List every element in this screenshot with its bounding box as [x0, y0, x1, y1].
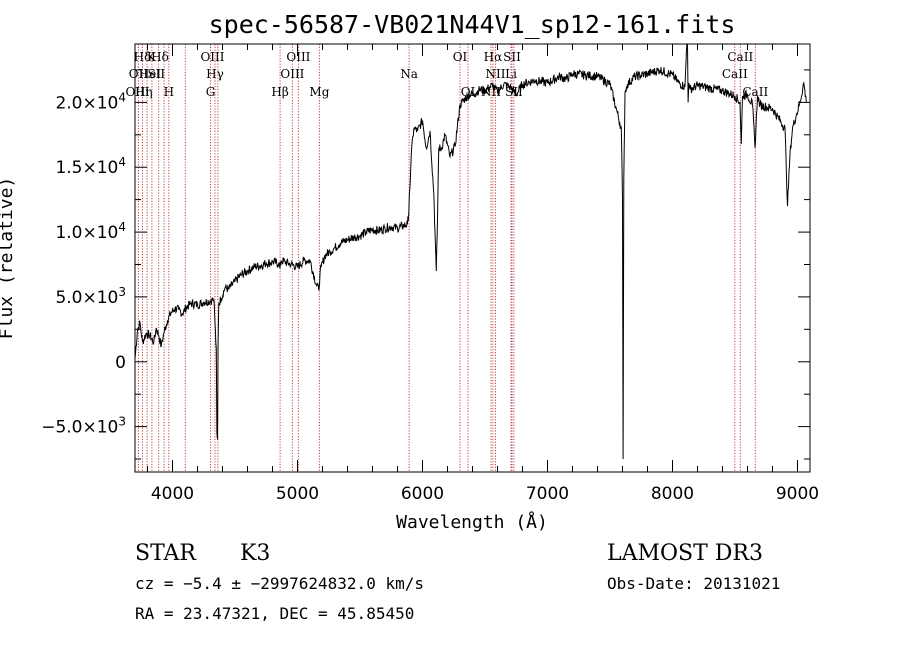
spectral-line-markers	[137, 44, 756, 472]
line-label: Na	[400, 67, 418, 81]
redshift-readout: cz = −5.4 ± −2997624832.0 km/s	[135, 574, 424, 593]
line-label: SII	[147, 67, 165, 81]
x-tick-label: 4000	[151, 484, 194, 504]
flux-trace	[134, 43, 807, 460]
x-tick-label: 5000	[276, 484, 319, 504]
x-tick-label: 6000	[401, 484, 444, 504]
line-label: OII	[129, 67, 149, 81]
x-axis-label: Wavelength (Å)	[396, 511, 548, 533]
plot-frame	[134, 43, 811, 473]
line-label: CaII	[727, 50, 753, 64]
line-label: Hη	[135, 85, 153, 99]
line-label: OI	[461, 85, 476, 99]
y-tick-label: 5.0×103	[55, 285, 126, 308]
line-label: H	[164, 85, 174, 99]
y-tick-label: −5.0×103	[41, 415, 126, 438]
line-label: Hδ	[151, 50, 169, 64]
line-label: CaII	[722, 67, 748, 81]
line-label: OIII	[286, 50, 310, 64]
line-label: Hα	[484, 50, 503, 64]
line-label: G	[206, 85, 216, 99]
survey-name: LAMOST DR3	[607, 541, 763, 566]
line-label: SII	[503, 50, 521, 64]
y-tick-label: 0	[115, 353, 126, 373]
line-label: Hβ	[271, 85, 288, 99]
line-label: OIII	[125, 85, 149, 99]
coordinates: RA = 23.47321, DEC = 45.85450	[135, 604, 414, 623]
y-tick-label: 1.5×104	[55, 155, 126, 178]
line-label: OIII	[200, 50, 224, 64]
y-tick-label: 2.0×104	[55, 90, 126, 113]
line-label: CaII	[742, 85, 768, 99]
chart-title: spec-56587-VB021N44V1_sp12-161.fits	[209, 10, 736, 39]
obs-date: Obs-Date: 20131021	[607, 574, 780, 593]
line-label: K	[147, 50, 157, 64]
y-tick-label: 1.0×104	[55, 220, 126, 243]
x-tick-label: 8000	[651, 484, 694, 504]
line-label: OIII	[280, 67, 304, 81]
line-label: Hγ	[206, 67, 224, 81]
line-label: NII	[486, 67, 506, 81]
line-label: OI	[453, 50, 468, 64]
y-axis-label: Flux (relative)	[0, 177, 17, 340]
x-tick-label: 7000	[526, 484, 569, 504]
line-label: Li	[505, 67, 517, 81]
x-tick-label: 9000	[776, 484, 819, 504]
line-label: Mg	[309, 85, 329, 99]
object-subclass: K3	[240, 541, 270, 566]
object-class: STAR	[135, 541, 197, 566]
axis-ticks: 4000 5000 6000 7000 8000 9000 −5.0×103 0 5.0×103…	[41, 44, 819, 504]
line-label: HeI	[139, 67, 162, 81]
line-label: Hδ	[134, 50, 152, 64]
